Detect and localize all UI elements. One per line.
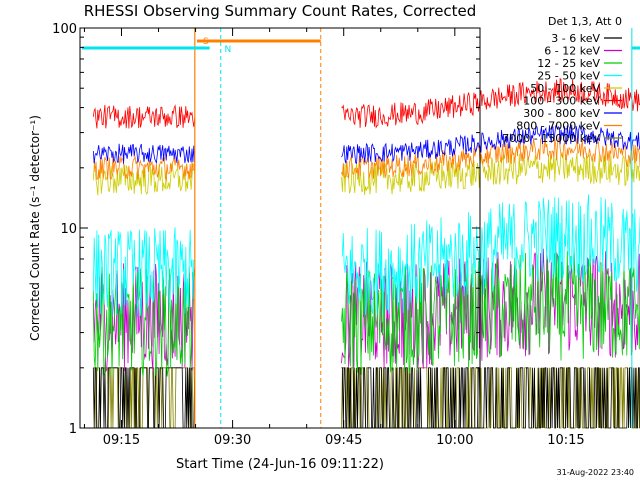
y-tick-label: 100 <box>52 22 77 37</box>
axis-layer: 11010009:1509:3009:4510:0010:1510:3010:4… <box>52 22 584 448</box>
series-50-100-kev <box>92 151 640 196</box>
legend-label: 3 - 6 keV <box>551 32 600 45</box>
legend-label: 50 - 100 keV <box>530 82 600 95</box>
x-tick-label: 09:15 <box>103 433 140 448</box>
legend-label: 800 - 7000 keV <box>516 120 600 133</box>
x-tick-label: 09:30 <box>214 433 251 448</box>
flag-label-n: N <box>224 45 231 55</box>
legend-header: Det 1,3, Att 0 <box>548 15 622 28</box>
series-12-25-kev <box>92 251 640 377</box>
legend-label: 300 - 800 keV <box>523 107 600 120</box>
legend-label: 100 - 300 keV <box>523 95 600 108</box>
y-tick-label: 10 <box>60 222 77 237</box>
legend-label: 6 - 12 keV <box>544 45 600 58</box>
flag-label-s: S <box>203 37 209 47</box>
legend-label: 7000 - 15000 keV <box>502 132 600 145</box>
footer-timestamp: 31-Aug-2022 23:40 <box>557 468 634 477</box>
x-tick-label: 10:00 <box>436 433 473 448</box>
series-100-300-kev <box>92 78 640 129</box>
x-axis-label: Start Time (24-Jun-16 09:11:22) <box>176 457 384 472</box>
x-tick-label: 10:15 <box>547 433 584 448</box>
legend-label: 12 - 25 keV <box>537 57 600 70</box>
plot-layer: SN <box>82 28 640 429</box>
chart-title: RHESSI Observing Summary Count Rates, Co… <box>84 2 477 20</box>
series-800-7000-kev <box>92 136 640 181</box>
legend-label: 25 - 50 keV <box>537 70 600 83</box>
x-tick-label: 09:45 <box>325 433 362 448</box>
y-axis-label: Corrected Count Rate (s⁻¹ detector⁻¹) <box>28 115 42 341</box>
y-tick-label: 1 <box>69 422 77 437</box>
series-25-50-kev <box>92 194 640 318</box>
series-300-800-kev <box>92 124 640 165</box>
